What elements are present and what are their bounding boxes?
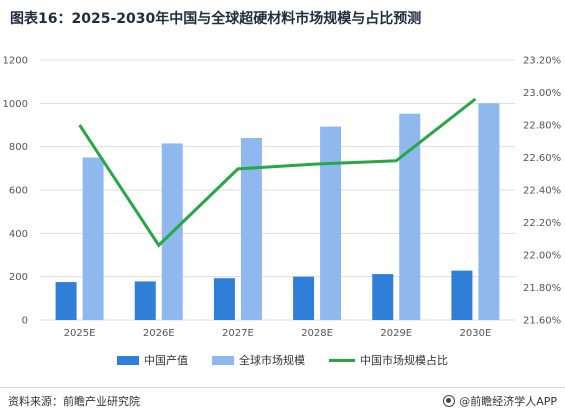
legend-label-china-output: 中国产值 [144,354,188,367]
y-right-tick-label: 22.60% [523,153,561,164]
x-tick-label: 2029E [380,328,412,339]
y-left-tick-label: 1200 [3,56,28,67]
y-left-tick-label: 0 [22,316,28,327]
bar-china-output [134,281,156,320]
bar-global-market [478,103,500,320]
y-right-tick-label: 22.20% [523,218,561,229]
legend-swatch-china-output [117,355,139,365]
y-right-tick-label: 21.80% [523,283,561,294]
bar-china-output [372,274,394,320]
y-right-tick-label: 22.80% [523,121,561,132]
legend-swatch-china-share [329,358,355,362]
y-right-tick-label: 23.00% [523,88,561,99]
axes: 0 200 400 600 800 1000 1200 21.60% 21.80% 22.00% 2… [3,56,562,340]
share-line [78,97,477,248]
chart-title: 图表16：2025-2030年中国与全球超硬材料市场规模与占比预测 [10,11,422,27]
bar-china-output [55,282,77,320]
bar-global-market [399,113,421,320]
y-right-tick-label: 21.60% [523,316,561,327]
source-note: 资料来源：前瞻产业研究院 [8,395,140,408]
qianzhan-logo-icon [443,395,456,407]
x-tick-label: 2030E [460,328,492,339]
x-tick-label: 2025E [64,328,96,339]
x-tick-label: 2027E [222,328,254,339]
legend: 中国产值 全球市场规模 中国市场规模占比 [0,352,565,368]
legend-item-global-market: 全球市场规模 [212,352,305,368]
bars [55,103,500,321]
y-right-tick-label: 23.20% [523,56,561,67]
grid-lines [40,59,515,321]
y-left-tick-label: 800 [9,142,28,153]
y-left-tick-label: 400 [9,229,28,240]
y-right-tick-label: 22.00% [523,251,561,262]
legend-item-china-output: 中国产值 [117,352,188,368]
y-left-tick-label: 200 [9,272,28,283]
brand-text: @前瞻经济学人APP [459,395,557,408]
bar-global-market [320,126,342,321]
brand-credit: @前瞻经济学人APP [443,393,557,409]
bar-china-output [213,278,235,320]
y-left-tick-label: 600 [9,186,28,197]
legend-item-china-share: 中国市场规模占比 [329,352,448,368]
combo-chart: 0 200 400 600 800 1000 1200 21.60% 21.80% 22.00% 2… [3,56,562,340]
bar-global-market [240,138,262,320]
footer: 资料来源：前瞻产业研究院 @前瞻经济学人APP [0,387,565,420]
y-left-tick-label: 1000 [3,99,28,110]
y-right-tick-label: 22.40% [523,186,561,197]
line-china-share [78,97,477,248]
x-tick-label: 2028E [301,328,333,339]
bar-china-output [451,270,473,320]
legend-swatch-global-market [212,355,234,365]
bar-china-output [293,276,315,320]
legend-label-global-market: 全球市场规模 [239,354,305,367]
bar-global-market [82,157,104,320]
legend-label-china-share: 中国市场规模占比 [360,354,448,367]
x-tick-label: 2026E [143,328,175,339]
